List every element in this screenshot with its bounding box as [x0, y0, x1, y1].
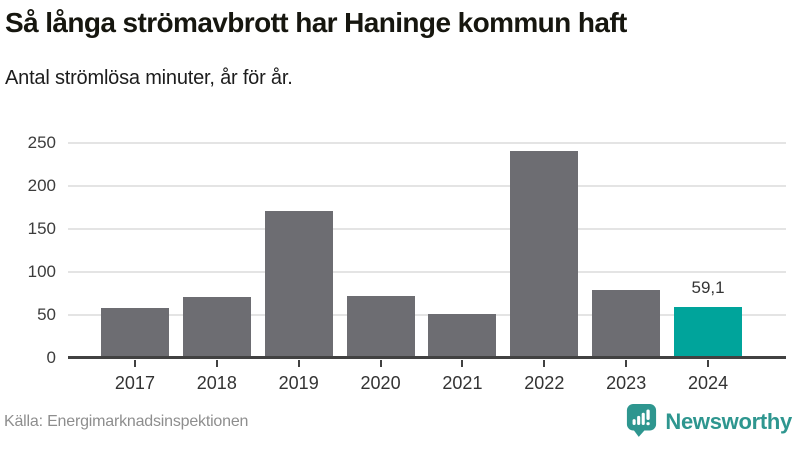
y-axis: 0 50 100 150 200 250: [0, 133, 56, 367]
y-tick-label: 100: [27, 262, 56, 281]
gridline: [68, 271, 786, 273]
x-tick-label: 2019: [278, 373, 319, 393]
footer: Källa: Energimarknadsinspektionen Newswo…: [0, 402, 800, 450]
grid-layer: [68, 142, 786, 358]
band-2021: 2021: [422, 143, 504, 393]
x-tick: [379, 360, 382, 367]
newsworthy-logo: Newsworthy: [626, 403, 792, 442]
band-2019: 2019: [258, 143, 340, 393]
band-2024: 59,1 2024: [667, 143, 749, 393]
x-tick-label: 2024: [688, 373, 729, 393]
band-2017: 2017: [94, 143, 176, 393]
bars-layer: 2017 2018 2019 2020 2021 2022 2023 59,1 2024: [94, 143, 749, 393]
band-2020: 2020: [340, 143, 422, 393]
bar-2024-highlighted: [674, 307, 743, 358]
source-note: Källa: Energimarknadsinspektionen: [4, 413, 249, 430]
gridline: [68, 142, 786, 144]
y-tick-label: 150: [27, 219, 56, 238]
newsworthy-wordmark: Newsworthy: [665, 409, 792, 434]
bar-2022: [510, 150, 579, 358]
bar-2017: [100, 308, 169, 358]
gridline: [68, 228, 786, 230]
gridline: [68, 185, 786, 187]
bar-2021: [428, 314, 497, 358]
plot-area: 2017 2018 2019 2020 2021 2022 2023 59,1 2024: [68, 142, 786, 393]
chart-subtitle: Antal strömlösa minuter, år för år.: [5, 67, 293, 89]
x-tick: [461, 360, 464, 367]
x-tick: [297, 360, 300, 367]
band-2018: 2018: [176, 143, 258, 393]
y-tick-label: 200: [27, 176, 56, 195]
newsworthy-bars-icon: [626, 403, 657, 442]
bar-chart: 0 50 100 150 200 250 2017 2018 2019 2020 2021 2022…: [0, 110, 800, 410]
x-tick: [625, 360, 628, 367]
x-tick-label: 2022: [524, 373, 565, 393]
bar-2020: [346, 296, 415, 358]
x-tick: [543, 360, 546, 367]
x-tick-label: 2017: [114, 373, 155, 393]
value-label: 59,1: [691, 278, 725, 298]
x-tick: [215, 360, 218, 367]
x-axis-line: [68, 356, 786, 359]
y-tick-label: 0: [46, 348, 56, 367]
bar-2019: [264, 210, 333, 358]
gridline: [68, 314, 786, 316]
x-tick-label: 2023: [606, 373, 647, 393]
band-2022: 2022: [503, 143, 585, 393]
x-tick: [707, 360, 710, 367]
x-tick-label: 2021: [442, 373, 483, 393]
x-tick: [133, 360, 136, 367]
x-tick-label: 2020: [360, 373, 401, 393]
x-tick-label: 2018: [196, 373, 237, 393]
page-title: Så långa strömavbrott har Haninge kommun…: [5, 7, 627, 38]
bar-2018: [182, 296, 251, 358]
y-tick-label: 50: [37, 305, 56, 324]
y-tick-label: 250: [27, 133, 56, 152]
band-2023: 2023: [585, 143, 667, 393]
bar-2023: [592, 290, 661, 358]
